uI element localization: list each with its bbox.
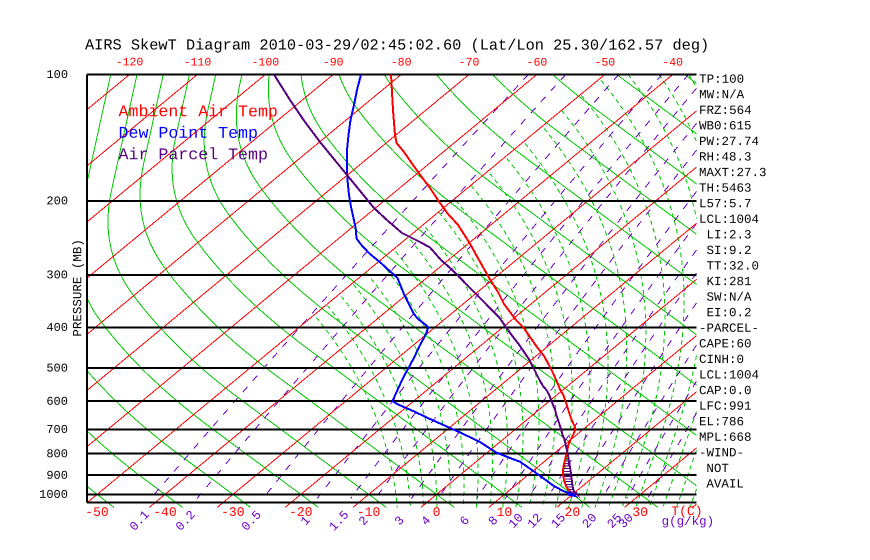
svg-text:L57:5.7: L57:5.7 <box>699 197 752 211</box>
svg-text:1000: 1000 <box>39 488 68 502</box>
svg-text:RH:48.3: RH:48.3 <box>699 151 752 165</box>
svg-text:LCL:1004: LCL:1004 <box>699 369 759 383</box>
svg-text:0: 0 <box>433 505 441 520</box>
svg-text:g(g/kg): g(g/kg) <box>662 515 715 529</box>
svg-text:900: 900 <box>46 469 68 483</box>
svg-text:30: 30 <box>632 505 648 520</box>
svg-text:-30: -30 <box>221 505 244 520</box>
svg-text:-20: -20 <box>289 505 312 520</box>
svg-text:-90: -90 <box>323 56 344 69</box>
svg-text:-110: -110 <box>184 56 212 69</box>
svg-text:-40: -40 <box>662 57 683 70</box>
svg-text:TT:32.0: TT:32.0 <box>699 260 759 274</box>
svg-text:10: 10 <box>497 505 513 520</box>
svg-text:KI:281: KI:281 <box>699 275 752 289</box>
svg-text:WB0:615: WB0:615 <box>699 119 752 133</box>
svg-text:EL:786: EL:786 <box>699 415 744 429</box>
svg-text:-60: -60 <box>527 57 548 70</box>
svg-text:SI:9.2: SI:9.2 <box>699 244 752 258</box>
svg-text:CINH:0: CINH:0 <box>699 353 744 367</box>
svg-text:-10: -10 <box>357 505 380 520</box>
svg-text:-40: -40 <box>153 505 176 520</box>
svg-text:-70: -70 <box>459 57 480 70</box>
svg-text:-WIND-: -WIND- <box>699 446 744 460</box>
svg-text:T(C): T(C) <box>671 504 702 519</box>
svg-text:FRZ:564: FRZ:564 <box>699 104 752 118</box>
svg-text:LFC:991: LFC:991 <box>699 400 752 414</box>
svg-text:300: 300 <box>46 268 68 282</box>
svg-text:600: 600 <box>46 395 68 409</box>
svg-text:Air Parcel Temp: Air Parcel Temp <box>119 145 268 164</box>
svg-text:TP:100: TP:100 <box>699 73 744 87</box>
svg-text:200: 200 <box>46 194 68 208</box>
svg-text:TH:5463: TH:5463 <box>699 182 752 196</box>
svg-text:EI:0.2: EI:0.2 <box>699 306 752 320</box>
svg-text:500: 500 <box>46 362 68 376</box>
svg-text:-50: -50 <box>85 505 108 520</box>
svg-text:LCL:1004: LCL:1004 <box>699 213 759 227</box>
svg-text:-80: -80 <box>391 57 412 70</box>
svg-text:PRESSURE (MB): PRESSURE (MB) <box>71 239 85 337</box>
svg-text:MW:N/A: MW:N/A <box>699 88 745 102</box>
svg-text:-50: -50 <box>594 57 615 70</box>
svg-text:AIRS SkewT Diagram 2010-03-29/: AIRS SkewT Diagram 2010-03-29/02:45:02.6… <box>85 36 709 54</box>
svg-text:PW:27.74: PW:27.74 <box>699 135 759 149</box>
svg-text:-PARCEL-: -PARCEL- <box>699 322 759 336</box>
svg-text:-100: -100 <box>252 56 280 69</box>
svg-text:MAXT:27.3: MAXT:27.3 <box>699 166 767 180</box>
svg-text:100: 100 <box>46 68 68 82</box>
svg-text:SW:N/A: SW:N/A <box>699 291 752 305</box>
svg-text:NOT: NOT <box>699 462 730 476</box>
svg-text:800: 800 <box>46 447 68 461</box>
svg-text:700: 700 <box>46 423 68 437</box>
svg-text:AVAIL: AVAIL <box>699 478 744 492</box>
svg-text:CAP:0.0: CAP:0.0 <box>699 384 752 398</box>
svg-text:Ambient Air Temp: Ambient Air Temp <box>119 102 278 121</box>
svg-text:LI:2.3: LI:2.3 <box>699 228 752 242</box>
svg-text:CAPE:60: CAPE:60 <box>699 337 752 351</box>
svg-text:20: 20 <box>565 505 581 520</box>
svg-text:MPL:668: MPL:668 <box>699 431 752 445</box>
svg-text:400: 400 <box>46 321 68 335</box>
svg-text:-120: -120 <box>116 56 144 69</box>
svg-text:Dew Point Temp: Dew Point Temp <box>119 124 258 143</box>
